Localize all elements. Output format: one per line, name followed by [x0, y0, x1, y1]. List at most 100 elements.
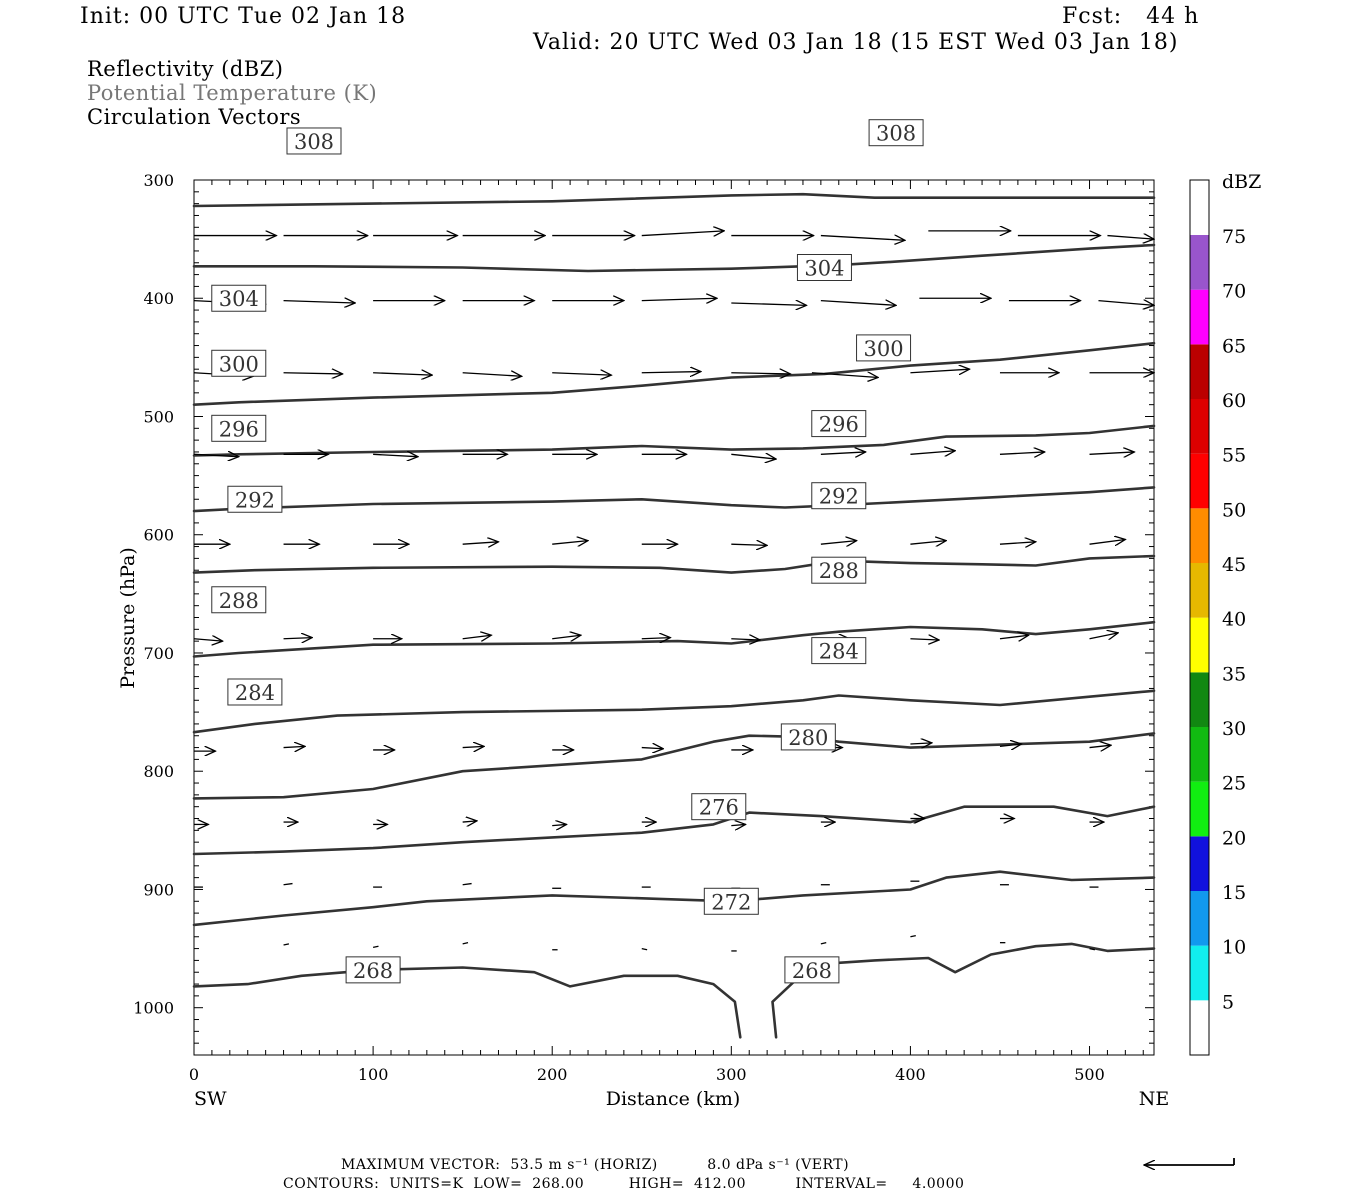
- axis-tick-labels: 0 100 200 300 400 500 300 400 500 600 700 800 900 100…: [133, 171, 1105, 1084]
- contour-label-box: [796, 254, 852, 281]
- circulation-vector: [820, 452, 866, 454]
- circulation-vector: [731, 454, 776, 459]
- contour-label-box: [345, 956, 401, 984]
- circulation-vector: [811, 373, 878, 378]
- y-tick-label: 1000: [133, 999, 174, 1018]
- contour-label-268: 268: [353, 959, 393, 983]
- y-tick-label: 500: [143, 407, 174, 426]
- contour-label-284: 284: [235, 681, 275, 705]
- y-tick-label: 600: [143, 526, 174, 545]
- y-tick-label: 800: [143, 762, 174, 781]
- circulation-vector: [910, 743, 931, 744]
- circulation-vector: [283, 373, 343, 374]
- colorbar-segment: [1190, 453, 1209, 509]
- x-axis-left-direction: SW: [194, 1088, 227, 1110]
- contour-labels: 268 268 272 276 280 284 284 288 288 292 292 296 296 3…: [211, 119, 924, 984]
- colorbar-frame: [1189, 179, 1210, 1056]
- y-tick-label: 700: [143, 644, 174, 663]
- init-time: Init: 00 UTC Tue 02 Jan 18: [80, 4, 407, 29]
- dbz-colorbar: 75 70 65 60 55 50 45 40 35 30 25 20 15 10 5: [1189, 179, 1246, 1056]
- circulation-vector: [910, 934, 916, 938]
- circulation-vector: [731, 373, 790, 374]
- x-tick-label: 100: [358, 1065, 389, 1084]
- circulation-vector: [1098, 301, 1154, 306]
- colorbar-label: 75: [1222, 226, 1246, 248]
- circulation-vector: [283, 301, 356, 303]
- circulation-vector: [283, 882, 293, 886]
- colorbar-label: 10: [1222, 937, 1246, 959]
- isotherm-268: [192, 966, 742, 1039]
- circulation-vector: [820, 301, 896, 306]
- colorbar-segment: [1190, 1000, 1209, 1055]
- reference-vector: [1144, 1158, 1235, 1165]
- colorbar-label: 65: [1222, 335, 1246, 357]
- contour-label-296: 296: [819, 413, 859, 437]
- circulation-vector: [641, 231, 724, 236]
- circulation-vector: [999, 635, 1029, 639]
- contour-label-box: [780, 723, 836, 751]
- contour-label-box: [211, 349, 267, 377]
- colorbar-label: 20: [1222, 827, 1246, 849]
- colorbar-label: 40: [1222, 609, 1246, 631]
- circulation-vector: [193, 639, 223, 641]
- contours-note: CONTOURS: UNITS=K LOW= 268.00 HIGH= 412.…: [283, 1176, 965, 1192]
- contour-label-276: 276: [699, 796, 739, 820]
- circulation-vector: [1107, 236, 1154, 240]
- colorbar-segment: [1190, 945, 1209, 1001]
- circulation-vector: [283, 638, 313, 639]
- contour-label-box: [868, 119, 924, 147]
- isotherm-272: [192, 870, 1156, 927]
- circulation-vector: [462, 942, 469, 945]
- circulation-vector: [552, 541, 588, 545]
- colorbar-segment: [1190, 563, 1209, 618]
- circulation-vector: [820, 236, 905, 241]
- contour-label-288: 288: [219, 589, 259, 613]
- colorbar-segment: [1190, 891, 1209, 946]
- circulation-vector: [462, 746, 484, 747]
- x-tick-label: 400: [895, 1065, 926, 1084]
- circulation-vector: [373, 454, 418, 456]
- contour-label-288: 288: [819, 559, 859, 583]
- colorbar-segment: [1190, 399, 1209, 454]
- circulation-vector: [552, 373, 611, 375]
- contour-label-300: 300: [219, 352, 259, 376]
- colorbar-segment: [1190, 727, 1209, 782]
- isotherm-288: [192, 620, 1156, 658]
- contour-label-308: 308: [876, 122, 916, 146]
- circulation-vector: [999, 542, 1036, 544]
- isotherm-contours: [192, 192, 1156, 1039]
- colorbar-label: 15: [1222, 882, 1246, 904]
- colorbar-label: 60: [1222, 390, 1246, 412]
- legend-potential-temperature: Potential Temperature (K): [87, 81, 378, 105]
- colorbar-segment: [1190, 180, 1209, 235]
- contour-label-box: [211, 586, 267, 614]
- circulation-vector: [999, 744, 1021, 746]
- colorbar-segment: [1190, 617, 1209, 673]
- circulation-vector: [462, 821, 477, 822]
- circulation-vector: [193, 454, 239, 456]
- colorbar-title: dBZ: [1222, 171, 1261, 193]
- circulation-vector: [462, 635, 492, 639]
- y-tick-label: 400: [143, 289, 174, 308]
- contour-label-280: 280: [788, 726, 828, 750]
- contour-label-300: 300: [864, 337, 904, 361]
- forecast-hour: Fcst: 44 h: [1062, 4, 1200, 29]
- colorbar-label: 45: [1222, 554, 1246, 576]
- circulation-vector: [552, 824, 566, 825]
- contour-label-box: [211, 414, 267, 442]
- contour-label-box: [811, 482, 867, 510]
- y-tick-label: 300: [143, 171, 174, 190]
- circulation-vector: [462, 542, 499, 544]
- maximum-vector-note: MAXIMUM VECTOR: 53.5 m s⁻¹ (HORIZ) 8.0 d…: [341, 1157, 850, 1173]
- x-tick-label: 500: [1074, 1065, 1105, 1084]
- circulation-vector: [910, 541, 946, 545]
- contour-label-box: [691, 793, 747, 821]
- x-tick-label: 200: [537, 1065, 568, 1084]
- colorbar-segment: [1190, 235, 1209, 290]
- circulation-vector: [641, 748, 663, 749]
- colorbar-segment: [1190, 344, 1209, 399]
- contour-label-292: 292: [819, 485, 859, 509]
- contour-label-box: [811, 637, 867, 665]
- circulation-vector: [731, 639, 760, 640]
- x-tick-label: 300: [716, 1065, 747, 1084]
